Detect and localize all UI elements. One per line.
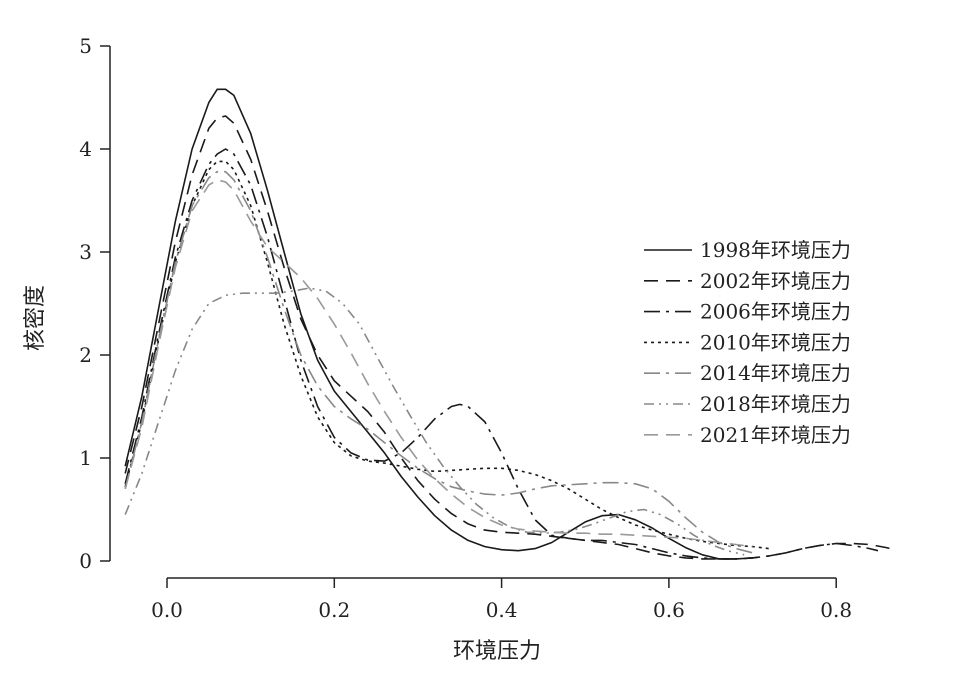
x-tick-label: 0.6	[653, 598, 685, 622]
x-tick-label: 0.0	[151, 598, 183, 622]
series-line-6	[124, 287, 745, 556]
y-tick-label: 0	[79, 549, 92, 573]
series-line-3	[124, 148, 879, 560]
series-line-5	[124, 170, 753, 554]
y-tick-label: 5	[79, 34, 92, 58]
series-lines	[124, 88, 895, 560]
y-tick-label: 4	[79, 137, 92, 161]
x-axis-title: 环境压力	[453, 639, 541, 664]
legend-label-4: 2010年环境压力	[700, 330, 851, 354]
x-tick-label: 0.8	[820, 598, 852, 622]
y-tick-label: 3	[79, 240, 92, 264]
legend-label-6: 2018年环境压力	[700, 392, 851, 416]
series-line-4	[124, 160, 770, 550]
tick-labels: 0 1 2 3 4 5 0.0 0.2 0.4 0.6 0.8	[79, 34, 852, 622]
y-axis-title: 核密度	[23, 285, 48, 351]
series-line-7	[124, 179, 753, 548]
legend-label-1: 1998年环境压力	[700, 238, 851, 262]
x-tick-label: 0.4	[486, 598, 518, 622]
legend-label-7: 2021年环境压力	[700, 423, 851, 447]
y-tick-label: 2	[79, 343, 92, 367]
y-tick-label: 1	[79, 446, 92, 470]
legend-label-2: 2002年环境压力	[700, 269, 851, 293]
axes	[100, 45, 837, 588]
series-line-2	[124, 115, 895, 560]
legend-label-3: 2006年环境压力	[700, 300, 851, 324]
legend: 1998年环境压力 2002年环境压力 2006年环境压力 2010年环境压力 2014…	[644, 238, 851, 447]
series-line-1	[124, 88, 753, 560]
x-tick-label: 0.2	[318, 598, 350, 622]
legend-label-5: 2014年环境压力	[700, 361, 851, 385]
